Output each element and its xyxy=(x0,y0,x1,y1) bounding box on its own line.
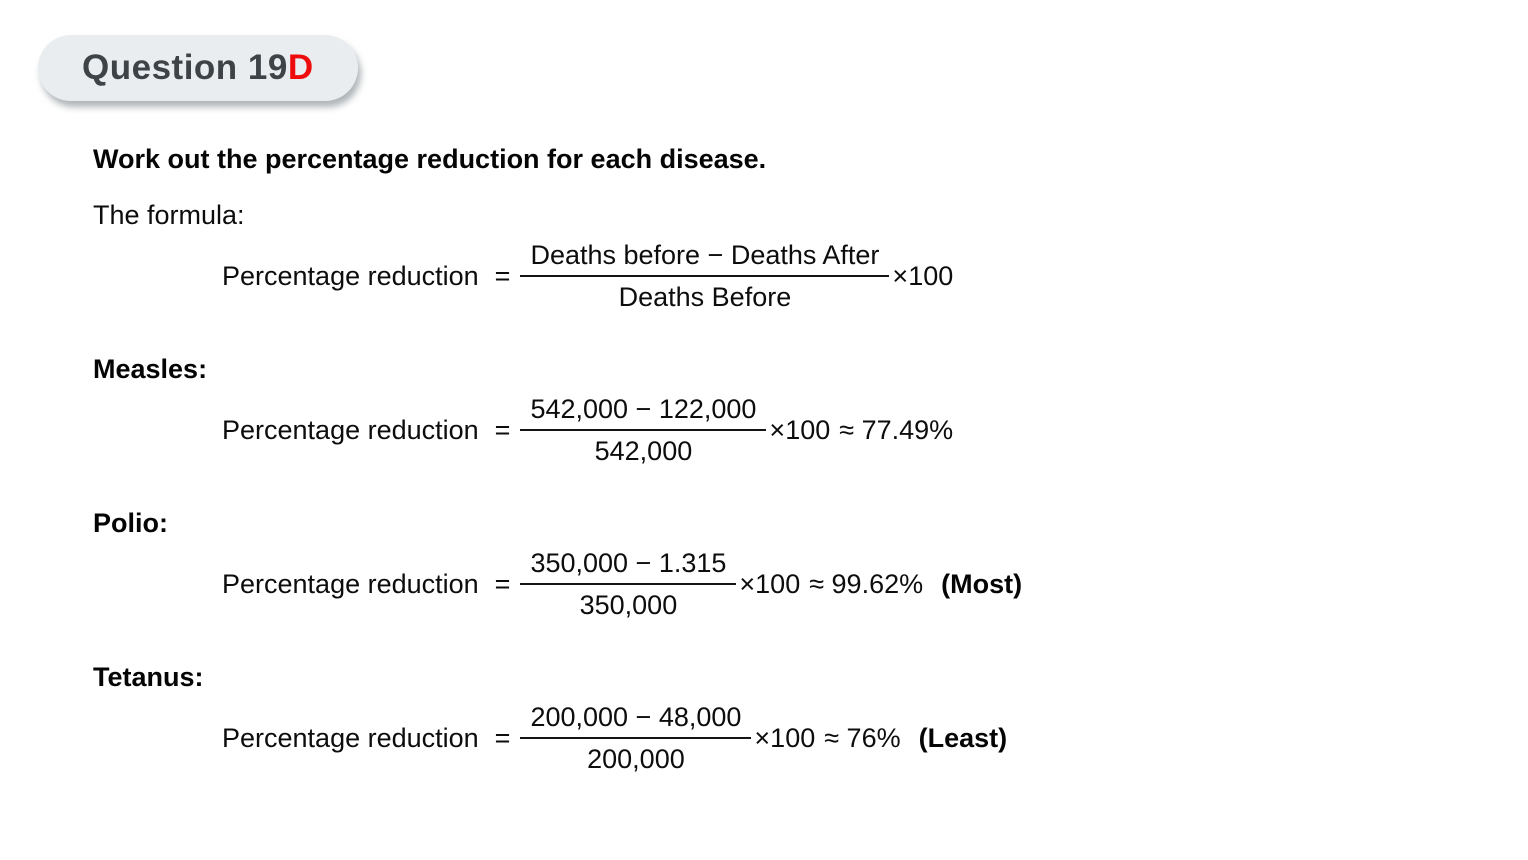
multiplier: ×100 xyxy=(892,260,954,291)
fraction-denominator: 200,000 xyxy=(587,744,685,774)
fraction-numerator: 542,000 − 122,000 xyxy=(520,393,767,431)
task-heading: Work out the percentage reduction for ea… xyxy=(93,144,767,174)
section-title-polio: Polio: xyxy=(93,508,168,538)
section-title-tetanus: Tetanus: xyxy=(93,662,204,692)
section-polio: Polio: Percentage reduction = 350,000 − … xyxy=(93,507,1528,621)
question-badge-text: Question 19 xyxy=(82,48,288,87)
general-formula-equation: Percentage reduction = Deaths before − D… xyxy=(93,239,1528,313)
section-tetanus: Tetanus: Percentage reduction = 200,000 … xyxy=(93,661,1528,775)
fraction-numerator: Deaths before − Deaths After xyxy=(520,239,890,277)
equation-lhs: Percentage reduction xyxy=(222,260,479,291)
equation-result: ≈ 76% xyxy=(824,722,901,753)
least-note: (Least) xyxy=(918,722,1008,753)
question-badge: Question 19 D xyxy=(38,35,358,101)
equation-lhs: Percentage reduction xyxy=(222,414,479,445)
tetanus-equation: Percentage reduction = 200,000 − 48,000 … xyxy=(93,701,1528,775)
fraction: 542,000 − 122,000 542,000 xyxy=(520,393,767,467)
fraction: Deaths before − Deaths After Deaths Befo… xyxy=(520,239,890,313)
equals-sign: = xyxy=(494,568,511,599)
fraction-denominator: 542,000 xyxy=(594,436,693,466)
equation-result: ≈ 77.49% xyxy=(839,414,954,445)
section-measles: Measles: Percentage reduction = 542,000 … xyxy=(93,353,1528,467)
polio-equation: Percentage reduction = 350,000 − 1.315 3… xyxy=(93,547,1528,621)
fraction-numerator: 200,000 − 48,000 xyxy=(520,701,752,739)
equals-sign: = xyxy=(494,414,511,445)
fraction-numerator: 350,000 − 1.315 xyxy=(520,547,737,585)
fraction-denominator: 350,000 xyxy=(579,590,678,620)
multiplier: ×100 xyxy=(739,568,801,599)
equals-sign: = xyxy=(494,722,511,753)
most-note: (Most) xyxy=(941,568,1023,599)
fraction: 200,000 − 48,000 200,000 xyxy=(520,701,752,775)
formula-label: The formula: xyxy=(93,200,245,230)
fraction: 350,000 − 1.315 350,000 xyxy=(520,547,737,621)
fraction-denominator: Deaths Before xyxy=(618,282,792,312)
measles-equation: Percentage reduction = 542,000 − 122,000… xyxy=(93,393,1528,467)
equation-result: ≈ 99.62% xyxy=(809,568,924,599)
solution-content: Work out the percentage reduction for ea… xyxy=(93,143,1528,775)
equation-lhs: Percentage reduction xyxy=(222,568,479,599)
multiplier: ×100 xyxy=(754,722,816,753)
question-badge-letter: D xyxy=(287,48,314,87)
equals-sign: = xyxy=(494,260,511,291)
section-title-measles: Measles: xyxy=(93,354,208,384)
multiplier: ×100 xyxy=(769,414,831,445)
equation-lhs: Percentage reduction xyxy=(222,722,479,753)
